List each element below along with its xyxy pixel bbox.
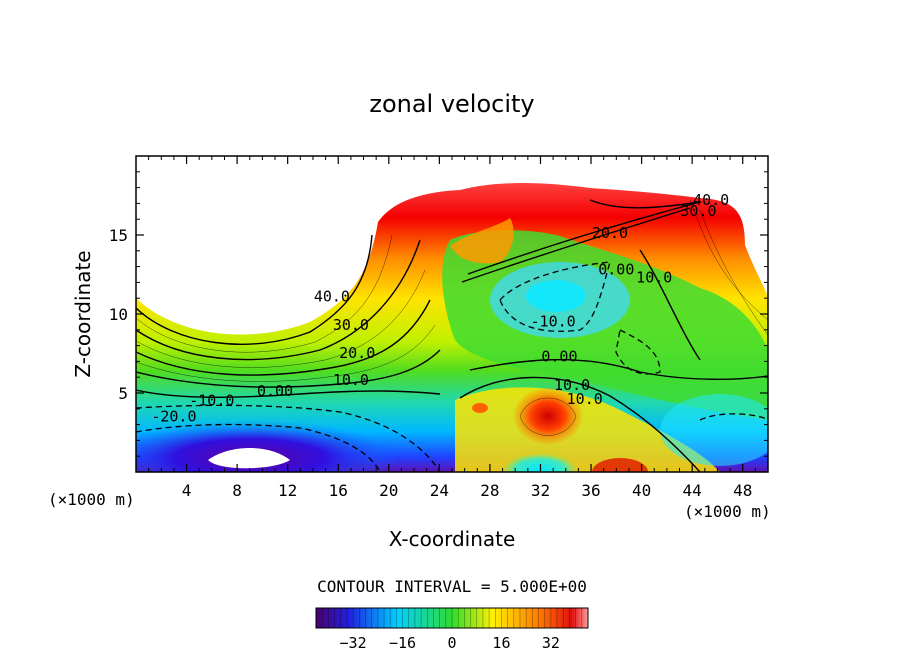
vortex [136, 420, 400, 472]
contour-neg20 [136, 423, 381, 472]
colorbar-ticks: −32 −16 0 16 32 [340, 634, 560, 652]
x-tick-label: 40 [632, 481, 651, 500]
contour-label: 10.0 [333, 371, 369, 389]
x-tick-label: 28 [480, 481, 499, 500]
contour-10b [459, 376, 701, 472]
x-tick-label: 44 [683, 481, 702, 500]
cold-bottom [504, 454, 576, 472]
contour-0 [136, 389, 441, 398]
colorbar-tick-label: 0 [447, 634, 456, 652]
colorbar-tick-label: 32 [542, 634, 560, 652]
cyan-inner [526, 280, 586, 312]
x-axis: 4 8 12 16 20 24 28 32 36 40 44 48 [148, 156, 756, 500]
contour-label: 20.0 [592, 224, 628, 242]
contour-label: 30.0 [333, 316, 369, 334]
contour-upper [589, 199, 701, 209]
contour-labels: 40.030.020.010.00.00-10.0-20.0-10.00.001… [151, 191, 729, 425]
colorbar-tick-label: −32 [340, 634, 367, 652]
x-tick-label: 32 [531, 481, 550, 500]
contour-0b [469, 358, 768, 380]
contour-label: 40.0 [314, 287, 350, 305]
contour-30 [136, 239, 421, 361]
dashed-contours [136, 261, 768, 472]
colorbar: −32 −16 0 16 32 [315, 607, 589, 652]
contour-40 [136, 234, 373, 345]
y-tick-label: 15 [109, 226, 128, 245]
contour-label: 40.0 [693, 191, 729, 209]
contour-label: -20.0 [151, 407, 196, 425]
thin-contours [136, 199, 768, 436]
x-tick-label: 36 [581, 481, 600, 500]
x-tick-label: 16 [329, 481, 348, 500]
cyan-right [660, 394, 768, 466]
x-tick-label: 20 [379, 481, 398, 500]
contour-label: -10.0 [531, 313, 576, 331]
y-tick-label: 10 [109, 305, 128, 324]
contour-neg10 [136, 404, 441, 472]
hot-bottom [592, 458, 648, 472]
x-tick-label: 12 [278, 481, 297, 500]
contour-label: -10.0 [189, 392, 234, 410]
contour-neg10b [499, 261, 611, 332]
contour-neg-right [699, 413, 768, 421]
orange-spot [472, 403, 488, 413]
colorbar-tick-label: 16 [492, 634, 510, 652]
colorbar-tick-label: −16 [389, 634, 416, 652]
contour-10c [639, 249, 701, 361]
contour-label: 30.0 [680, 202, 716, 220]
x-tick-label: 48 [733, 481, 752, 500]
contour-interval-text: CONTOUR INTERVAL = 5.000E+00 [317, 577, 587, 596]
contour-label: 10.0 [636, 268, 672, 286]
x-unit-left: (×1000 m) [48, 490, 135, 509]
contour-label: 0.00 [598, 261, 634, 279]
contour-label: 10.0 [554, 376, 590, 394]
hot-core [514, 388, 582, 444]
contour-label: 20.0 [339, 344, 375, 362]
contour-shear2 [467, 201, 701, 275]
orange-upper [450, 218, 514, 264]
x-axis-label: X-coordinate [389, 527, 516, 551]
y-axis-label: Z-coordinate [71, 250, 95, 377]
contour-label: 10.0 [567, 390, 603, 408]
x-tick-label: 4 [182, 481, 192, 500]
y-tick-label: 5 [118, 384, 128, 403]
x-tick-label: 8 [232, 481, 242, 500]
contour-label: 0.00 [257, 382, 293, 400]
colorbar-gradient [315, 607, 589, 629]
contour-field: 40.030.020.010.00.00-10.0-20.0-10.00.001… [136, 183, 768, 472]
contour-20 [136, 299, 431, 376]
colorbar-stripes [321, 608, 583, 628]
contour-label: 0.00 [541, 347, 577, 365]
missing-data-patch [208, 448, 290, 469]
x-unit-right: (×1000 m) [684, 502, 771, 521]
contour-10 [136, 349, 441, 388]
x-tick-label: 24 [430, 481, 449, 500]
contour-shear [461, 207, 691, 283]
y-axis: 5 10 15 [109, 171, 768, 457]
contour-lines [136, 199, 768, 472]
contour-neg-small [615, 329, 661, 375]
chart-title: zonal velocity [369, 90, 534, 118]
